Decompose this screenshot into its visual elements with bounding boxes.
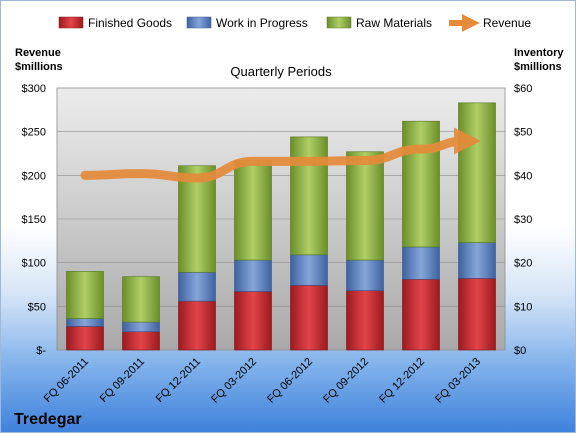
right-axis-title-line2: $millions [514, 61, 562, 73]
x-tick-label: FQ 12-2012 [377, 356, 427, 406]
legend-swatch-work-in-progress [186, 16, 212, 29]
left-tick-label: $100 [22, 258, 46, 270]
x-tick-label: FQ 06-2011 [42, 356, 91, 405]
right-tick-label: $40 [514, 170, 532, 182]
bar-work-in-progress [346, 259, 384, 291]
bar-finished-goods [346, 290, 384, 351]
bar-finished-goods [66, 326, 104, 351]
legend-label-work-in-progress: Work in Progress [216, 16, 308, 30]
x-tick-label: FQ 09-2012 [321, 356, 371, 406]
revenue-line-layer [80, 127, 481, 183]
bars [66, 102, 496, 351]
x-tick-label: FQ 09-2011 [98, 356, 147, 405]
legend-label-finished-goods: Finished Goods [88, 16, 172, 30]
bar-work-in-progress [290, 254, 328, 286]
bar-work-in-progress [66, 318, 104, 327]
left-tick-label: $250 [22, 127, 46, 139]
company-name: Tredegar [14, 411, 82, 428]
revenue-line [80, 127, 481, 183]
right-tick-label: $0 [514, 345, 526, 357]
right-axis-ticks: $0 $10 $20 $30 $40 $50 $60 [514, 83, 532, 357]
bar-raw-materials [458, 102, 496, 243]
x-tick-label: FQ 06-2012 [265, 356, 315, 406]
legend-swatch-finished-goods [58, 16, 84, 29]
right-tick-label: $10 [514, 301, 532, 313]
x-tick-label: FQ 03-2013 [433, 356, 483, 406]
left-tick-label: $50 [28, 301, 46, 313]
x-tick-label: FQ 03-2012 [209, 356, 259, 406]
left-axis-title-line1: Revenue [15, 47, 61, 59]
right-axis-title-line1: Inventory [514, 47, 564, 59]
bar-raw-materials [234, 160, 272, 261]
legend: Finished Goods Work in Progress Raw Mate… [58, 14, 531, 32]
bar-raw-materials [66, 271, 104, 319]
bar-finished-goods [290, 285, 328, 351]
right-tick-label: $30 [514, 214, 532, 226]
right-tick-label: $20 [514, 258, 532, 270]
chart-title: Quarterly Periods [230, 64, 332, 79]
legend-swatch-raw-materials [326, 16, 352, 29]
bar-finished-goods [402, 278, 440, 351]
bar-finished-goods [458, 278, 496, 351]
legend-label-raw-materials: Raw Materials [356, 16, 432, 30]
left-tick-label: $150 [22, 214, 46, 226]
bar-work-in-progress [234, 259, 272, 292]
left-axis-ticks: $- $50 $100 $150 $200 $250 $300 [22, 83, 47, 357]
bar-work-in-progress [178, 271, 216, 302]
right-tick-label: $60 [514, 83, 532, 95]
bar-raw-materials [346, 151, 384, 261]
x-axis-ticks: FQ 06-2011 FQ 09-2011 FQ 12-2011 FQ 03-2012… [42, 356, 483, 406]
x-tick-label: FQ 12-2011 [154, 356, 203, 405]
left-tick-label: $200 [22, 170, 46, 182]
bar-raw-materials [122, 276, 160, 323]
bar-finished-goods [178, 300, 216, 351]
left-axis-title-line2: $millions [15, 61, 63, 73]
right-tick-label: $50 [514, 127, 532, 139]
bar-work-in-progress [402, 246, 440, 280]
left-tick-label: $- [36, 345, 46, 357]
legend-label-revenue: Revenue [483, 16, 531, 30]
bar-raw-materials [402, 120, 440, 248]
bar-finished-goods [234, 291, 272, 351]
bar-raw-materials [178, 165, 216, 273]
bar-finished-goods [122, 331, 160, 351]
bar-raw-materials [290, 136, 328, 256]
bar-work-in-progress [458, 242, 496, 279]
left-tick-label: $300 [22, 83, 46, 95]
bar-work-in-progress [122, 321, 160, 332]
